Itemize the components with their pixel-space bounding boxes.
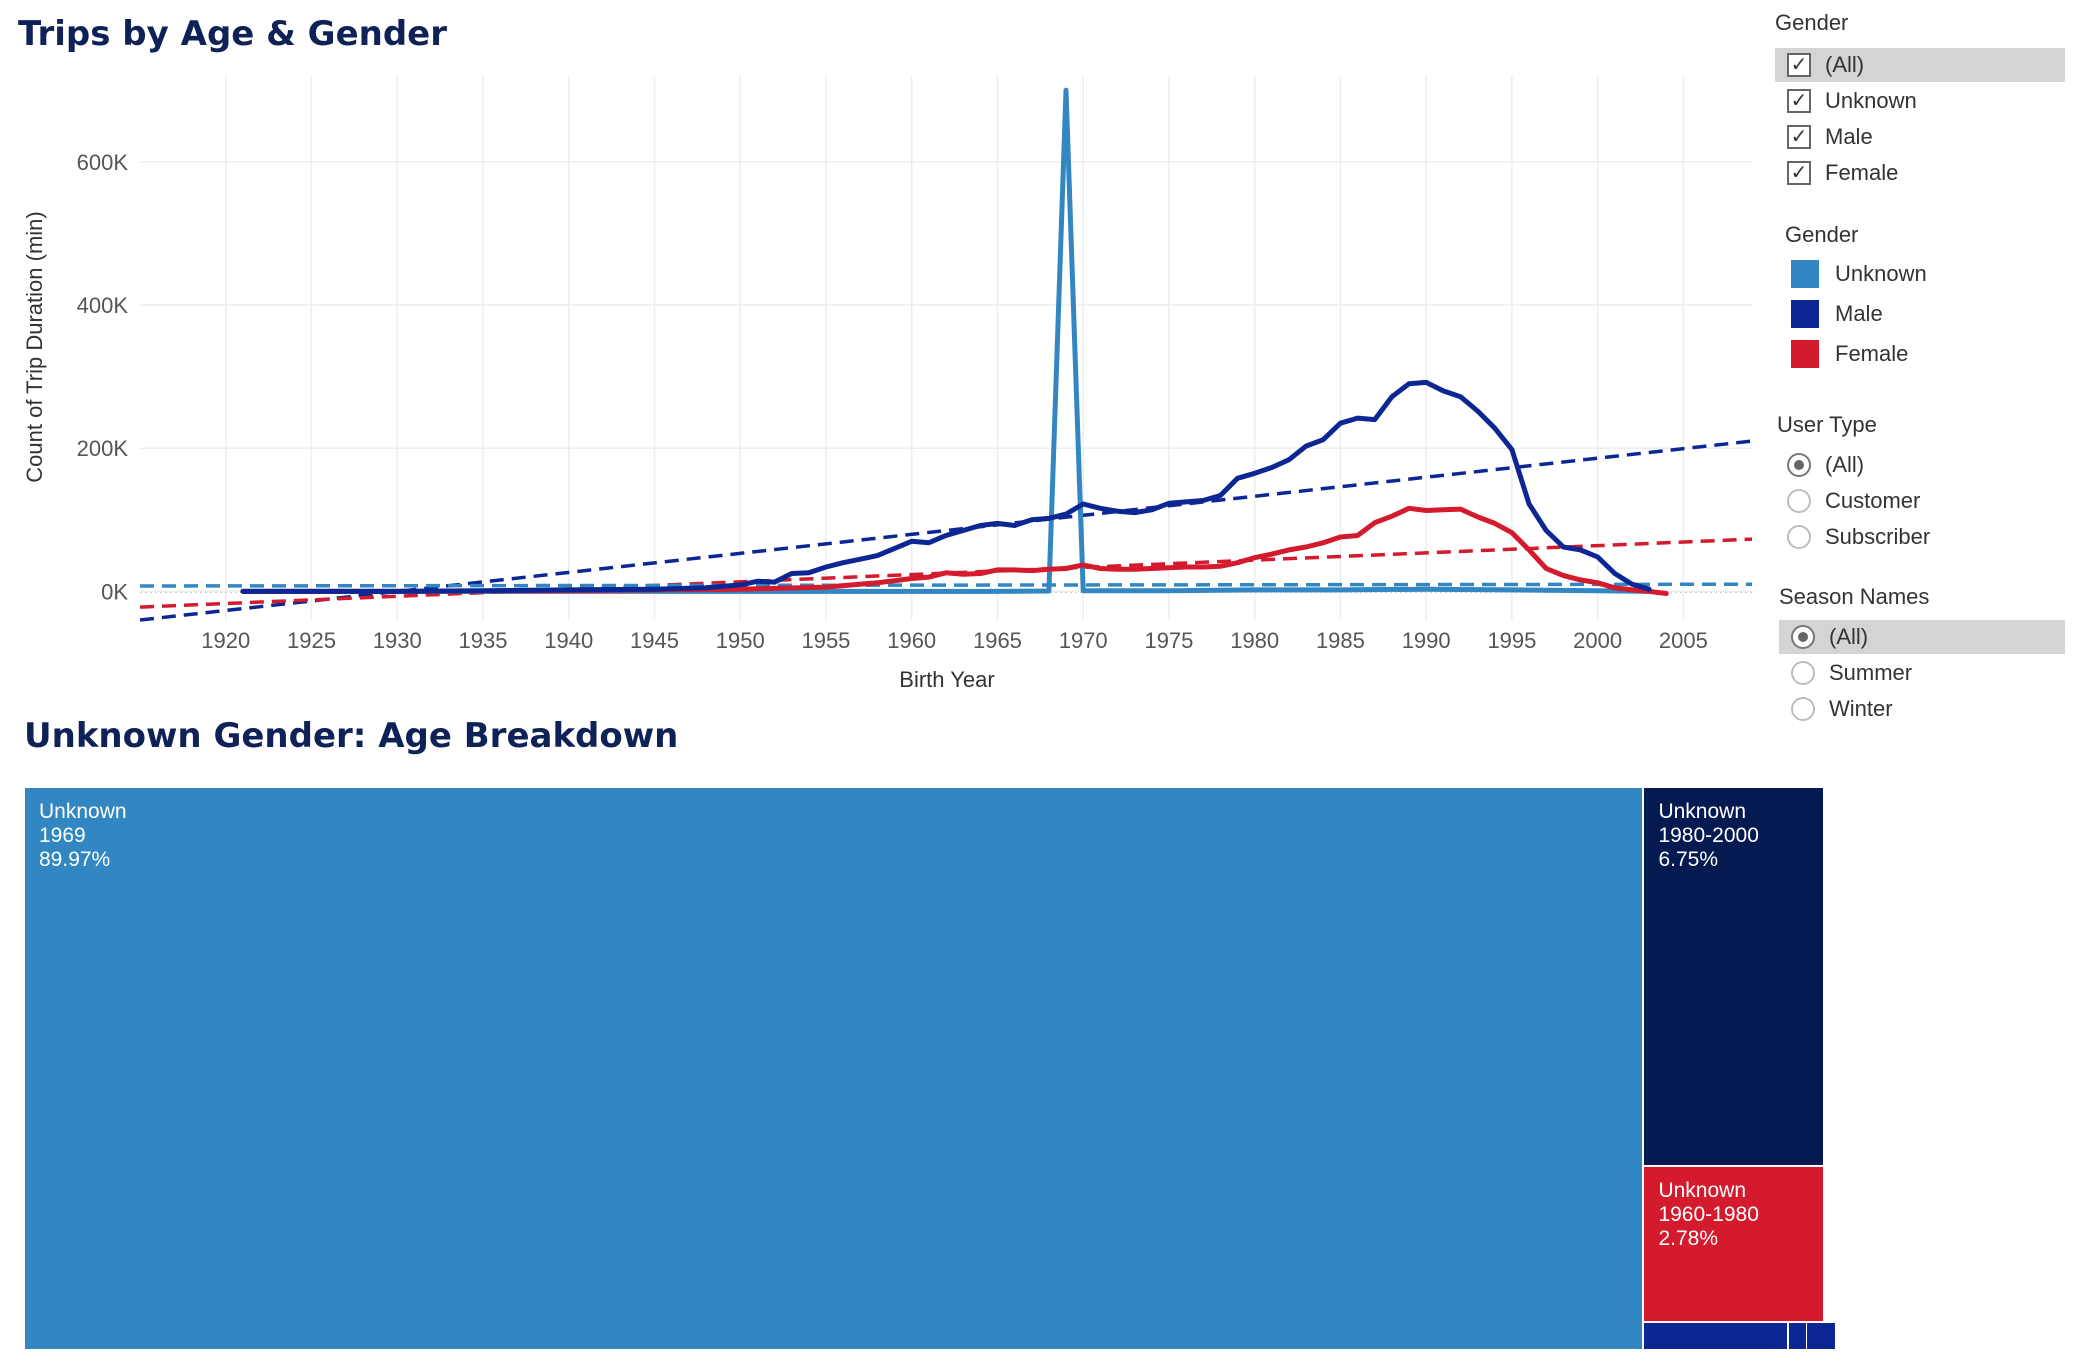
legend-item-unknown: Unknown: [1775, 257, 1927, 291]
gender-filter-title: Gender: [1775, 10, 1849, 35]
radio-icon[interactable]: [1791, 661, 1815, 685]
gender-legend-title: Gender: [1785, 222, 1859, 247]
legend-label: Unknown: [1835, 261, 1927, 286]
y-tick-label: 600K: [77, 150, 129, 175]
treemap-title: Unknown Gender: Age Breakdown: [24, 716, 679, 756]
y-tick-label: 200K: [77, 436, 129, 461]
radio-selected-icon[interactable]: [1787, 453, 1811, 477]
grid-layer: [140, 76, 1752, 620]
x-tick-label: 1950: [716, 628, 765, 653]
x-tick-label: 1970: [1059, 628, 1108, 653]
trend-line-female: [139, 537, 1753, 609]
tile-gender-label: Unknown: [1658, 1178, 1747, 1202]
tile-gender-label: Unknown: [1658, 800, 1747, 823]
series-layer: [240, 87, 1669, 596]
series-line-unknown: [240, 87, 1652, 594]
trend-line-unknown: [139, 582, 1753, 588]
x-tick-label: 1940: [544, 628, 593, 653]
legend-swatch-male: [1791, 300, 1819, 328]
user-type-option-label: (All): [1825, 452, 1865, 477]
checkbox-checked-icon[interactable]: ✓: [1787, 161, 1811, 185]
treemap: Unknown 1969 89.97% Unknown 1980-2000 6.75% Un…: [24, 787, 1836, 1350]
season-option-winter[interactable]: Winter: [1779, 692, 2065, 726]
user-type-option-label: Customer: [1825, 488, 1921, 513]
x-tick-label: 1920: [201, 628, 250, 653]
x-tick-label: 1935: [459, 628, 508, 653]
legend-item-female: Female: [1775, 337, 1908, 371]
line-chart: 1920 1925 1930 1935 1940 1945 1950 1955 1960 1965…: [22, 76, 1753, 692]
tick-layer: 1920 1925 1930 1935 1940 1945 1950 1955 1960 1965…: [77, 150, 1708, 653]
series-line-female: [240, 505, 1669, 596]
gender-option-label: Unknown: [1825, 88, 1917, 113]
radio-icon[interactable]: [1787, 525, 1811, 549]
gender-option-male[interactable]: ✓ Male: [1775, 120, 2065, 154]
radio-icon[interactable]: [1791, 697, 1815, 721]
y-axis-title: Count of Trip Duration (min): [22, 211, 47, 482]
gender-option-label: Male: [1825, 124, 1873, 149]
tile-gender-label: Unknown: [39, 800, 127, 823]
x-tick-label: 1930: [373, 628, 422, 653]
tile-percent-label: 89.97%: [39, 848, 111, 871]
user-type-option-subscriber[interactable]: Subscriber: [1775, 520, 2065, 554]
checkbox-checked-icon[interactable]: ✓: [1787, 53, 1811, 77]
x-tick-label: 1955: [801, 628, 850, 653]
x-tick-label: 1945: [630, 628, 679, 653]
treemap-tile[interactable]: [1805, 1321, 1836, 1350]
x-tick-label: 1925: [287, 628, 336, 653]
season-option-summer[interactable]: Summer: [1779, 656, 2065, 690]
gender-option-all[interactable]: ✓ (All): [1775, 48, 2065, 82]
gender-option-label: (All): [1825, 52, 1865, 77]
x-tick-label: 2000: [1573, 628, 1622, 653]
x-tick-label: 1990: [1402, 628, 1451, 653]
radio-selected-icon[interactable]: [1791, 625, 1815, 649]
legend-swatch-female: [1791, 340, 1819, 368]
tile-range-label: 1980-2000: [1658, 824, 1759, 847]
treemap-tile[interactable]: Unknown 1969 89.97%: [24, 787, 1644, 1350]
line-chart-title: Trips by Age & Gender: [18, 14, 448, 54]
tile-range-label: 1969: [39, 824, 86, 847]
treemap-tile[interactable]: Unknown 1980-2000 6.75%: [1643, 787, 1824, 1166]
user-type-title: User Type: [1777, 412, 1877, 437]
x-tick-label: 1960: [887, 628, 936, 653]
tile-percent-label: 6.75%: [1658, 848, 1718, 871]
season-option-label: (All): [1829, 624, 1869, 649]
x-tick-label: 1965: [973, 628, 1022, 653]
x-axis-title: Birth Year: [899, 667, 994, 692]
y-tick-label: 400K: [77, 293, 129, 318]
gender-option-unknown[interactable]: ✓ Unknown: [1775, 84, 2065, 118]
user-type-option-all[interactable]: (All): [1775, 448, 2065, 482]
radio-icon[interactable]: [1787, 489, 1811, 513]
checkbox-checked-icon[interactable]: ✓: [1787, 125, 1811, 149]
checkbox-checked-icon[interactable]: ✓: [1787, 89, 1811, 113]
season-option-all[interactable]: (All): [1779, 620, 2065, 654]
x-tick-label: 1980: [1230, 628, 1279, 653]
season-option-label: Summer: [1829, 660, 1913, 685]
treemap-tile[interactable]: Unknown 1960-1980 2.78%: [1643, 1165, 1824, 1322]
tile-percent-label: 2.78%: [1658, 1226, 1718, 1250]
series-line-male: [240, 379, 1652, 594]
user-type-option-label: Subscriber: [1825, 524, 1931, 549]
season-option-label: Winter: [1829, 696, 1893, 721]
gender-option-label: Female: [1825, 160, 1899, 185]
y-tick-label: 0K: [101, 579, 128, 604]
x-tick-label: 1975: [1144, 628, 1193, 653]
x-tick-label: 1995: [1487, 628, 1536, 653]
treemap-tile[interactable]: [1643, 1321, 1788, 1350]
x-tick-label: 1985: [1316, 628, 1365, 653]
x-tick-label: 2005: [1659, 628, 1708, 653]
tile-range-label: 1960-1980: [1658, 1202, 1759, 1226]
legend-item-male: Male: [1775, 297, 1883, 331]
season-title: Season Names: [1779, 584, 1930, 609]
gender-option-female[interactable]: ✓ Female: [1775, 156, 2065, 190]
legend-swatch-unknown: [1791, 260, 1819, 288]
legend-label: Male: [1835, 301, 1883, 326]
user-type-option-customer[interactable]: Customer: [1775, 484, 2065, 518]
legend-label: Female: [1835, 341, 1909, 366]
